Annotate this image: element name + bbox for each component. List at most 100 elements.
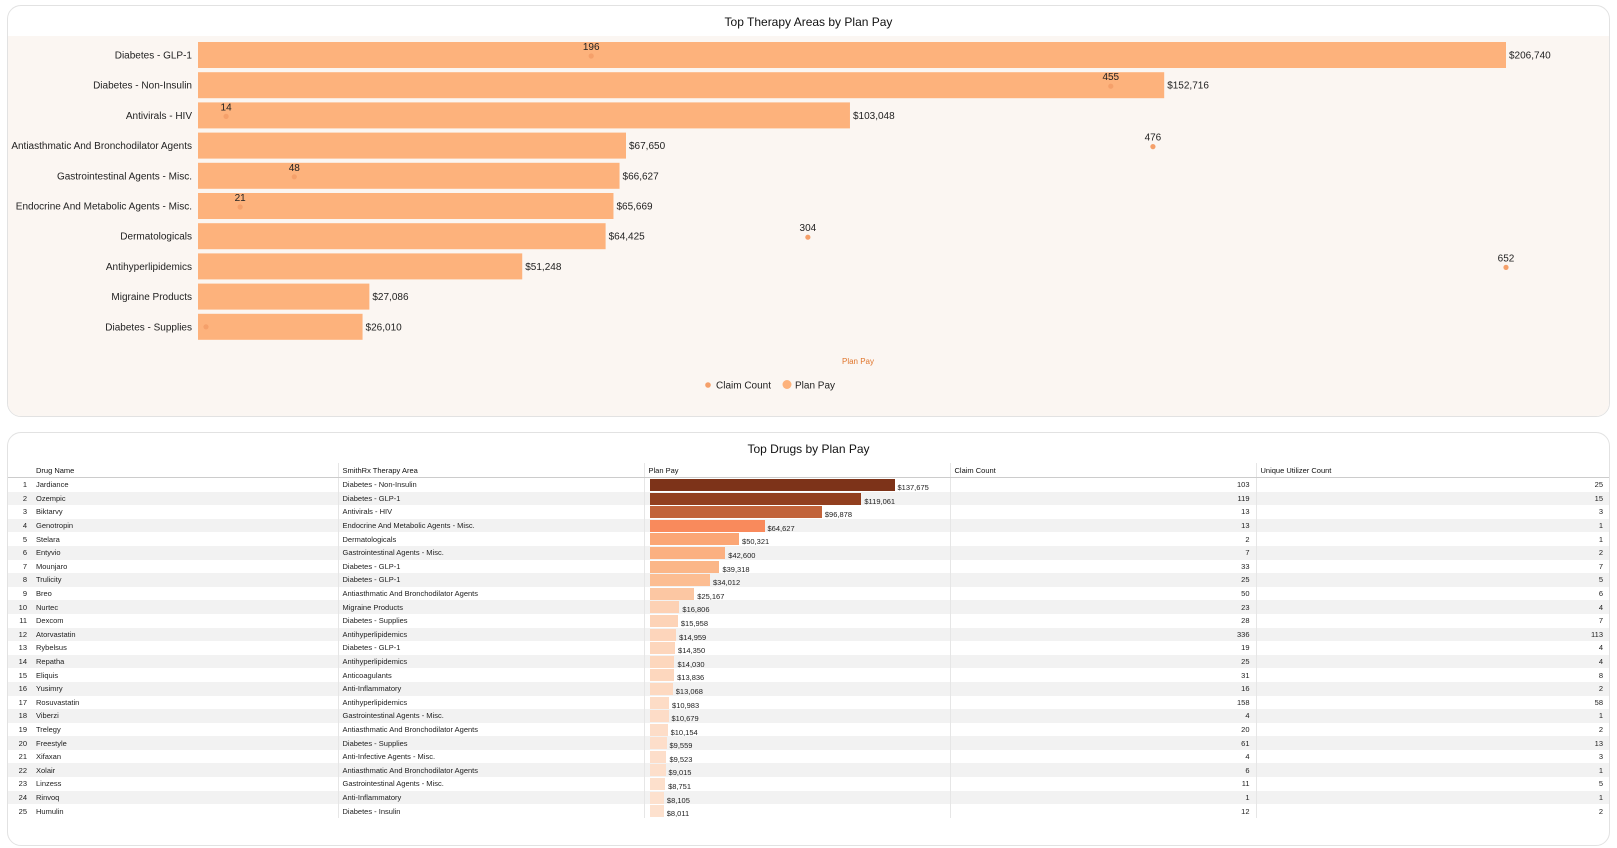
table-row[interactable]: 18 Viberzi Gastrointestinal Agents - Misc.… — [8, 709, 1609, 723]
table-row[interactable]: 1 Jardiance Diabetes - Non-Insulin $137,675… — [8, 477, 1609, 492]
table-row[interactable]: 22 Xolair Antiasthmatic And Bronchodilator… — [8, 763, 1609, 778]
row-index: 7 — [22, 561, 27, 571]
table-row[interactable]: 4 Genotropin Endocrine And Metabolic Agent… — [8, 518, 1609, 533]
col-header-drug-name[interactable]: Drug Name — [32, 463, 338, 478]
plan-pay-cell: $16,806 — [643, 600, 950, 614]
plan-pay-value: $50,321 — [742, 537, 770, 546]
plan-pay-data-label: $51,248 — [525, 262, 562, 273]
therapy-area-cell: Diabetes - Supplies — [337, 736, 644, 750]
category-label: Antivirals - HIV — [126, 111, 192, 122]
drug-name-cell: Ozempic — [32, 491, 338, 506]
therapy-area-cell: Antiasthmatic And Bronchodilator Agents — [337, 763, 644, 778]
therapy-areas-panel: Top Therapy Areas by Plan Pay Diabetes -… — [7, 5, 1610, 417]
table-row[interactable]: 23 Linzess Gastrointestinal Agents - Misc.… — [8, 777, 1609, 791]
table-row[interactable]: 15 Eliquis Anticoagulants $13,836 31 8 — [8, 668, 1609, 682]
row-index: 8 — [8, 573, 32, 587]
plan-pay-value: $14,350 — [678, 646, 706, 655]
drug-name-cell: Rinvoq — [32, 790, 338, 805]
plan-pay-value: $10,679 — [671, 714, 699, 723]
x-axis-title: Plan Pay — [842, 357, 874, 366]
table-row[interactable]: 16 Yusimry Anti-Inflammatory $13,068 16 2 — [8, 681, 1609, 696]
plan-pay-value: $96,878 — [824, 510, 853, 519]
table-row[interactable]: 20 Freestyle Diabetes - Supplies $9,559 61 13 — [8, 736, 1609, 750]
row-index: 13 — [18, 643, 27, 653]
table-row[interactable]: 21 Xifaxan Anti-Infective Agents - Misc. $9… — [8, 749, 1609, 764]
legend-claim-count-label[interactable]: Claim Count — [716, 381, 771, 392]
plan-pay-bar — [649, 519, 765, 532]
claim-count-data-label: 14 — [221, 102, 233, 113]
plan-pay-cell: $10,154 — [643, 722, 950, 737]
legend-plan-pay-swatch — [782, 380, 792, 389]
claim-count-cell: 16 — [949, 681, 1256, 696]
plan-pay-value: $137,675 — [897, 483, 929, 492]
therapy-area-cell: Diabetes - Insulin — [337, 804, 644, 818]
therapy-area-cell: Antihyperlipidemics — [337, 627, 644, 642]
row-index: 3 — [22, 507, 27, 517]
drug-name-cell: Humulin — [36, 806, 64, 816]
col-header-plan-pay[interactable]: Plan Pay — [643, 463, 950, 478]
drug-name-cell: Xifaxan — [36, 752, 62, 762]
table-row[interactable]: 25 Humulin Diabetes - Insulin $8,011 12 2 — [8, 804, 1609, 818]
table-row[interactable]: 10 Nurtec Migraine Products $16,806 23 4 — [8, 600, 1609, 614]
plan-pay-data-label: $27,086 — [372, 292, 409, 303]
claim-count-data-label: 21 — [235, 193, 247, 204]
therapy-area-cell: Diabetes - Supplies — [337, 613, 644, 628]
claim-count-point — [588, 53, 594, 59]
plan-pay-bar — [649, 560, 720, 573]
claim-count-point — [291, 174, 297, 180]
plan-pay-value: $9,523 — [669, 754, 693, 764]
claim-count-point — [237, 204, 243, 210]
table-row[interactable]: 3 Biktarvy Antivirals - HIV $96,878 13 3 — [8, 505, 1609, 519]
table-row[interactable]: 8 Trulicity Diabetes - GLP-1 $34,012 25 5 — [8, 573, 1609, 587]
therapy-area-cell: Diabetes - GLP-1 — [337, 573, 644, 587]
unique-utilizer-count-cell: 113 — [1255, 627, 1609, 642]
unique-utilizer-count-cell: 7 — [1255, 613, 1609, 628]
row-index: 24 — [8, 790, 32, 805]
plan-pay-data-label: $65,669 — [616, 202, 653, 213]
table-row[interactable]: 2 Ozempic Diabetes - GLP-1 $119,061 119 15 — [8, 491, 1609, 506]
table-row[interactable]: 19 Trelegy Antiasthmatic And Bronchodilato… — [8, 722, 1609, 737]
table-row[interactable]: 9 Breo Antiasthmatic And Bronchodilator Ag… — [8, 586, 1609, 601]
legend-plan-pay-label[interactable]: Plan Pay — [795, 381, 835, 392]
plan-pay-value: $13,836 — [677, 673, 705, 682]
claim-count-point — [1150, 144, 1156, 150]
plan-pay-value: $25,167 — [697, 591, 725, 601]
unique-utilizer-count-cell: 25 — [1255, 477, 1609, 492]
row-index: 25 — [18, 806, 27, 816]
drug-name-cell: Dexcom — [36, 616, 64, 626]
plan-pay-value: $8,751 — [668, 782, 692, 791]
therapy-area-cell: Antivirals - HIV — [337, 505, 644, 519]
plan-pay-cell: $14,030 — [643, 654, 950, 669]
plan-pay-cell: $14,350 — [643, 641, 950, 655]
table-row[interactable]: 7 Mounjaro Diabetes - GLP-1 $39,318 33 7 — [8, 559, 1609, 574]
col-header-therapy-area[interactable]: SmithRx Therapy Area — [337, 463, 644, 478]
table-row[interactable]: 12 Atorvastatin Antihyperlipidemics $14,959… — [8, 627, 1609, 642]
plan-pay-value: $64,627 — [767, 523, 795, 533]
therapy-area-cell: Gastrointestinal Agents - Misc. — [337, 545, 644, 560]
plan-pay-data-label: $66,627 — [623, 171, 660, 182]
table-row[interactable]: 11 Dexcom Diabetes - Supplies $15,958 28 7 — [8, 613, 1609, 628]
table-row[interactable]: 17 Rosuvastatin Antihyperlipidemics $10,983… — [8, 695, 1609, 710]
plan-pay-bar — [649, 479, 895, 491]
unique-utilizer-count-cell: 7 — [1255, 559, 1609, 574]
col-header-claim-count[interactable]: Claim Count — [949, 463, 1256, 478]
table-row[interactable]: 5 Stelara Dermatologicals $50,321 2 1 — [8, 532, 1609, 546]
table-row[interactable]: 6 Entyvio Gastrointestinal Agents - Misc. $… — [8, 545, 1609, 560]
claim-count-cell: 50 — [949, 586, 1256, 601]
legend-claim-count-swatch — [705, 382, 711, 388]
table-row[interactable]: 24 Rinvoq Anti-Inflammatory $8,105 1 1 — [8, 790, 1609, 805]
claim-count-data-label: 304 — [800, 223, 817, 234]
plan-pay-data-label: $67,650 — [629, 141, 666, 152]
row-index: 20 — [8, 736, 32, 750]
claim-count-data-label: 476 — [1145, 133, 1162, 144]
unique-utilizer-count-cell: 13 — [1255, 736, 1609, 750]
plan-pay-bar — [649, 669, 675, 682]
claim-count-cell: 336 — [949, 627, 1256, 642]
unique-utilizer-count-cell: 4 — [1255, 641, 1609, 655]
row-index: 18 — [8, 709, 32, 723]
table-row[interactable]: 13 Rybelsus Diabetes - GLP-1 $14,350 19 4 — [8, 641, 1609, 655]
drug-name-cell: Eliquis — [36, 670, 59, 680]
therapy-area-cell: Diabetes - GLP-1 — [337, 491, 644, 506]
table-row[interactable]: 14 Repatha Antihyperlipidemics $14,030 25 4 — [8, 654, 1609, 669]
col-header-unique-utilizer-count[interactable]: Unique Utilizer Count — [1255, 463, 1609, 478]
